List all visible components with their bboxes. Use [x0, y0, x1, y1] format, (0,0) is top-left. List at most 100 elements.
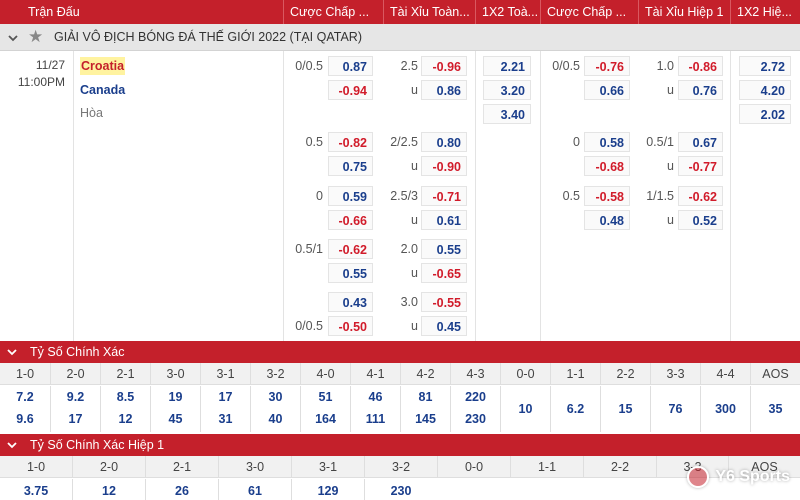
h1-ou-odds[interactable]: 0.67	[678, 132, 723, 152]
h1-1x2-home[interactable]: 2.72	[739, 56, 791, 76]
home-team[interactable]: Croatia	[80, 57, 126, 75]
col-h1-1x2[interactable]: 1X2 Hiệ...	[730, 0, 800, 24]
away-odds[interactable]: 17	[68, 412, 83, 426]
col-h1-over-under[interactable]: Tài Xỉu Hiệp 1	[638, 0, 730, 24]
ft-handicap-odds[interactable]: 0.75	[328, 156, 373, 176]
score-odds-cell[interactable]: 46 111	[350, 386, 400, 432]
ft-ou-odds[interactable]: -0.65	[421, 263, 467, 283]
away-odds[interactable]: 164	[315, 412, 336, 426]
h1-ou-odds[interactable]: -0.77	[678, 156, 723, 176]
score-odds-cell[interactable]: 8.5 12	[100, 386, 150, 432]
score-odds-cell[interactable]: 51 164	[300, 386, 350, 432]
away-odds[interactable]: 111	[365, 412, 386, 426]
h1-handicap-odds[interactable]: -0.76	[584, 56, 630, 76]
chevron-down-icon[interactable]	[6, 31, 20, 45]
h1-handicap-odds[interactable]: -0.68	[584, 156, 630, 176]
home-odds[interactable]: 19	[168, 390, 183, 404]
score-odds-cell[interactable]: 17 31	[200, 386, 250, 432]
home-odds[interactable]: 8.5	[116, 390, 135, 404]
draw-score-odds[interactable]: 6.2	[550, 386, 600, 432]
away-odds[interactable]: 230	[465, 412, 486, 426]
ft-handicap-odds[interactable]: -0.62	[328, 239, 373, 259]
col-ft-1x2[interactable]: 1X2 Toà...	[475, 0, 540, 24]
score-odds-cell[interactable]: 12	[72, 479, 145, 500]
h1-1x2-draw[interactable]: 2.02	[739, 104, 791, 124]
away-team[interactable]: Canada	[80, 83, 126, 97]
under-label: u	[667, 83, 674, 97]
chevron-down-icon[interactable]	[6, 346, 18, 358]
ft-ou-odds[interactable]: -0.90	[421, 156, 467, 176]
h1-handicap-odds[interactable]: 0.66	[584, 80, 630, 100]
h1-ou-odds[interactable]: 0.76	[678, 80, 723, 100]
away-odds[interactable]: 12	[118, 412, 133, 426]
ft-handicap-odds[interactable]: -0.82	[328, 132, 373, 152]
ft-ou-line: 2.5/3	[390, 189, 418, 203]
home-odds[interactable]: 9.2	[66, 390, 85, 404]
ft-handicap-odds[interactable]: 0.87	[328, 56, 373, 76]
score-odds-cell[interactable]: 30 40	[250, 386, 300, 432]
correct-score-section-header[interactable]: Tỷ Số Chính Xác	[0, 341, 800, 363]
home-odds[interactable]: 17	[218, 390, 233, 404]
ft-ou-odds[interactable]: 0.80	[421, 132, 467, 152]
score-odds-cell[interactable]: 26	[145, 479, 218, 500]
h1-1x2-away[interactable]: 4.20	[739, 80, 791, 100]
away-odds[interactable]: 31	[218, 412, 233, 426]
score-odds-cell[interactable]: 230	[364, 479, 437, 500]
ft-ou-odds[interactable]: -0.71	[421, 186, 467, 206]
league-row[interactable]: ★ GIẢI VÔ ĐỊCH BÓNG ĐÁ THẾ GIỚI 2022 (TẠ…	[0, 24, 800, 51]
col-h1-handicap[interactable]: Cược Chấp ...	[540, 0, 638, 24]
ft-ou-odds[interactable]: 0.45	[421, 316, 467, 336]
score-odds-cell[interactable]: 220 230	[450, 386, 500, 432]
ft-handicap-odds[interactable]: 0.59	[328, 186, 373, 206]
away-odds[interactable]: 45	[168, 412, 183, 426]
ft-ou-odds[interactable]: -0.55	[421, 292, 467, 312]
ft-handicap-odds[interactable]: -0.66	[328, 210, 373, 230]
h1-handicap-odds[interactable]: 0.48	[584, 210, 630, 230]
h1-ou-odds[interactable]: -0.62	[678, 186, 723, 206]
home-odds[interactable]: 7.2	[16, 390, 34, 404]
ft-handicap-odds[interactable]: -0.50	[328, 316, 373, 336]
score-odds-cell[interactable]: 9.2 17	[50, 386, 100, 432]
ft-handicap-line: 0	[316, 189, 323, 203]
draw-score-odds[interactable]: 10	[500, 386, 550, 432]
draw-score-odds[interactable]: 15	[600, 386, 650, 432]
score-odds-cell[interactable]: 7.2 9.6	[0, 386, 50, 432]
ft-1x2-away[interactable]: 3.20	[483, 80, 531, 100]
h1-ou-odds[interactable]: -0.86	[678, 56, 723, 76]
home-odds[interactable]: 46	[368, 390, 383, 404]
score-odds-cell[interactable]: 3.75	[23, 484, 49, 498]
home-odds[interactable]: 51	[318, 390, 333, 404]
favorite-star-icon[interactable]: ★	[28, 27, 44, 46]
home-odds[interactable]: 220	[465, 390, 486, 404]
col-ft-over-under[interactable]: Tài Xỉu Toàn...	[383, 0, 475, 24]
ft-handicap-odds[interactable]: -0.94	[328, 80, 373, 100]
away-odds[interactable]: 145	[415, 412, 436, 426]
score-odds-cell[interactable]: 129	[291, 479, 364, 500]
away-odds[interactable]: 9.6	[16, 412, 34, 426]
ft-1x2-home[interactable]: 2.21	[483, 56, 531, 76]
h1-handicap-odds[interactable]: 0.58	[584, 132, 630, 152]
score-odds-cell[interactable]: 19 45	[150, 386, 200, 432]
home-odds[interactable]: 81	[418, 390, 433, 404]
ft-ou-odds[interactable]: 0.55	[421, 239, 467, 259]
h1-ou-odds[interactable]: 0.52	[678, 210, 723, 230]
ft-handicap-odds[interactable]: 0.55	[328, 263, 373, 283]
ft-ou-odds[interactable]: 0.61	[421, 210, 467, 230]
ft-ou-odds[interactable]: 0.86	[421, 80, 467, 100]
correct-score-h1-section-header[interactable]: Tỷ Số Chính Xác Hiệp 1	[0, 434, 800, 456]
chevron-down-icon[interactable]	[6, 439, 18, 451]
ft-ou-odds[interactable]: -0.96	[421, 56, 467, 76]
score-odds-cell[interactable]: 81 145	[400, 386, 450, 432]
score-odds-cell[interactable]: 61	[218, 479, 291, 500]
draw-score-odds[interactable]: 76	[650, 386, 700, 432]
away-odds[interactable]: 40	[268, 412, 283, 426]
under-label: u	[411, 159, 418, 173]
col-match[interactable]: Trận Đấu	[28, 5, 80, 19]
h1-handicap-odds[interactable]: -0.58	[584, 186, 630, 206]
draw-score-odds[interactable]: 300	[700, 386, 750, 432]
ft-handicap-odds[interactable]: 0.43	[328, 292, 373, 312]
ft-1x2-draw[interactable]: 3.40	[483, 104, 531, 124]
home-odds[interactable]: 30	[268, 390, 283, 404]
aos-odds[interactable]: 35	[750, 386, 800, 432]
col-ft-handicap[interactable]: Cược Chấp ...	[283, 0, 383, 24]
